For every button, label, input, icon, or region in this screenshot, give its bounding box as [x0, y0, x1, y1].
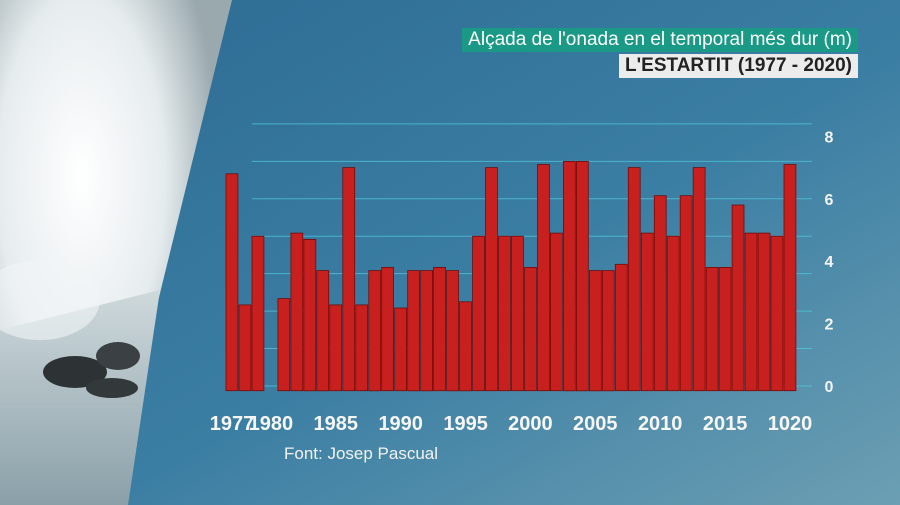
bar-1988 — [368, 270, 382, 392]
y-tick-label: 6 — [825, 192, 834, 209]
bar-2015 — [718, 266, 732, 392]
bar-1985 — [329, 304, 343, 392]
bar-2020 — [783, 164, 797, 392]
bar-1989 — [381, 266, 395, 392]
bar-2002 — [550, 232, 563, 392]
bar-1999 — [511, 235, 524, 392]
bar-2003 — [563, 160, 576, 392]
bar-2018 — [757, 232, 771, 392]
bar-1997 — [485, 167, 498, 392]
bar-2010 — [653, 195, 667, 392]
chart-title: Alçada de l'onada en el temporal més dur… — [462, 28, 858, 52]
y-axis-ticks: 0 2 4 6 8 — [825, 129, 834, 396]
y-tick-label: 4 — [825, 254, 834, 271]
x-tick-label: 2000 — [508, 413, 553, 435]
bar-1996 — [472, 235, 485, 392]
x-tick-label: 1020 — [768, 413, 813, 435]
bar-2009 — [640, 232, 654, 392]
y-tick-label: 0 — [825, 379, 834, 396]
bar-2008 — [627, 167, 641, 392]
bar-2013 — [692, 167, 706, 392]
x-tick-label: 2015 — [703, 413, 748, 435]
x-tick-label: 1995 — [443, 413, 488, 435]
bar-2006 — [601, 270, 615, 392]
chart-subtitle: L'ESTARTIT (1977 - 2020) — [619, 54, 858, 78]
bar-1979 — [251, 235, 265, 392]
bars — [225, 160, 797, 392]
bar-1994 — [446, 270, 459, 392]
bar-1993 — [433, 266, 446, 392]
bar-1992 — [420, 270, 434, 392]
bar-1995 — [459, 301, 472, 392]
bar-1977 — [225, 173, 239, 392]
bar-1990 — [394, 307, 408, 392]
y-tick-label: 8 — [825, 129, 834, 146]
bar-2000 — [524, 266, 537, 392]
x-tick-label: 2005 — [573, 413, 618, 435]
bar-1984 — [316, 270, 330, 392]
bar-2016 — [731, 204, 745, 392]
bar-2014 — [705, 266, 719, 392]
bar-2007 — [614, 263, 628, 392]
bar-2001 — [537, 164, 550, 392]
bar-1978 — [238, 304, 252, 392]
bar-1986 — [342, 167, 356, 392]
x-tick-label: 1977 — [210, 413, 255, 435]
x-tick-label: 1985 — [314, 413, 359, 435]
x-tick-label: 2010 — [638, 413, 683, 435]
source-note: Font: Josep Pascual — [284, 444, 439, 463]
bar-1987 — [355, 304, 369, 392]
bar-1981 — [277, 298, 291, 392]
x-tick-label: 1990 — [378, 413, 423, 435]
bar-1998 — [498, 235, 511, 392]
bar-2017 — [744, 232, 758, 392]
bar-2005 — [589, 270, 602, 392]
bar-2019 — [770, 235, 784, 392]
x-tick-label: 1980 — [249, 413, 294, 435]
bar-1983 — [303, 238, 317, 392]
y-tick-label: 2 — [825, 317, 834, 334]
bar-1991 — [407, 270, 421, 392]
bar-1982 — [290, 232, 304, 392]
bar-2004 — [576, 160, 589, 392]
bar-2012 — [679, 195, 693, 392]
bar-2011 — [666, 235, 680, 392]
